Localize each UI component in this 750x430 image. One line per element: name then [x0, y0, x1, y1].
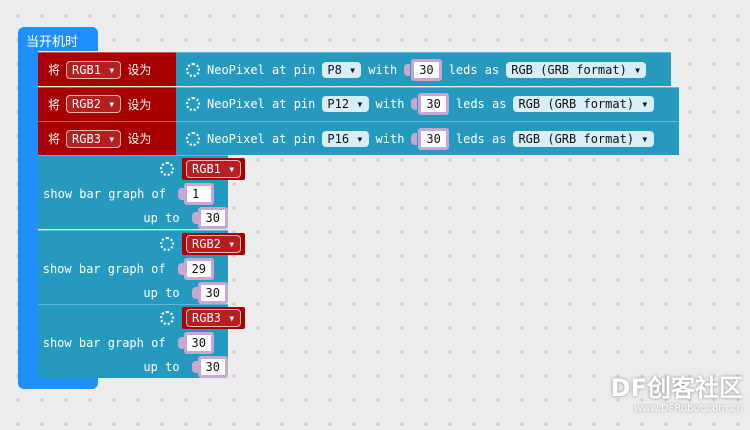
bar-graph-row: show bar graph of 29 [38, 257, 228, 280]
var-dropdown[interactable]: RGB2 ▾ [66, 95, 122, 113]
slot-nub [177, 337, 184, 349]
watermark: DF创客社区 www.DFRobot.com.cn [568, 368, 743, 414]
slot-nub [178, 188, 184, 200]
neopixel-label: NeoPixel at pin [207, 97, 316, 111]
set-block[interactable]: 将 RGB2 ▾ 设为 [38, 86, 176, 121]
bar-graph-row: RGB1 ▾ [160, 158, 246, 180]
format-dropdown[interactable]: RGB (GRB format) ▾ [506, 61, 647, 78]
neopixel-label: NeoPixel at pin [207, 62, 316, 77]
label: up to [143, 211, 180, 225]
format-dropdown[interactable]: RGB (GRB format) ▾ [513, 96, 654, 112]
set-label: 将 [48, 132, 61, 146]
slot-nub [191, 212, 198, 224]
label: show bar graph of [42, 261, 166, 276]
spinner-icon [160, 236, 174, 251]
event-foot [18, 378, 98, 389]
slot-nub [177, 262, 184, 275]
spinner-icon [186, 62, 200, 77]
var-dropdown[interactable]: RGB3 ▾ [186, 309, 242, 327]
leds-as-label: leds as [455, 131, 507, 146]
with-label: with [375, 131, 405, 146]
spinner-icon [186, 131, 200, 146]
watermark-logo: DF创客社区 [610, 374, 743, 402]
label: up to [143, 285, 180, 300]
number-input[interactable]: 30 [197, 207, 228, 229]
with-label: with [375, 97, 405, 111]
leds-as-label: leds as [448, 62, 500, 77]
slot-nub [191, 286, 198, 299]
neopixel-label: NeoPixel at pin [207, 131, 316, 146]
number-input[interactable]: 30 [197, 356, 228, 378]
with-label: with [368, 62, 398, 77]
label: up to [143, 360, 180, 374]
leds-input[interactable]: 30 [418, 93, 449, 115]
var-dropdown[interactable]: RGB2 ▾ [186, 234, 242, 253]
watermark-url: www.DFRobot.com.cn [634, 403, 743, 414]
event-body [18, 50, 38, 380]
pin-dropdown[interactable]: P12 ▾ [322, 96, 369, 112]
event-label: 当开机时 [26, 35, 79, 50]
number-input[interactable]: 30 [197, 281, 228, 304]
spinner-icon [160, 162, 174, 176]
to-label: 设为 [127, 63, 152, 77]
leds-input[interactable]: 30 [411, 58, 442, 81]
var-dropdown[interactable]: RGB1 ▾ [186, 160, 242, 178]
slot-nub [411, 132, 418, 145]
neopixel-block[interactable]: NeoPixel at pin P12 ▾ with 30 leds as RGB (GR… [176, 86, 679, 121]
var-dropdown[interactable]: RGB1 ▾ [66, 60, 122, 79]
number-input[interactable]: 29 [183, 257, 214, 280]
to-label: 设为 [127, 132, 152, 146]
set-block[interactable]: 将 RGB1 ▾ 设为 [38, 52, 176, 86]
leds-input[interactable]: 30 [418, 127, 449, 150]
format-dropdown[interactable]: RGB (GRB format) ▾ [513, 130, 654, 147]
event-hat[interactable]: 当开机时 [18, 27, 98, 51]
var-dropdown[interactable]: RGB3 ▾ [66, 129, 122, 148]
var-block[interactable]: RGB2 ▾ [182, 232, 246, 255]
var-block[interactable]: RGB1 ▾ [182, 158, 246, 180]
set-block[interactable]: 将 RGB3 ▾ 设为 [38, 121, 176, 155]
neopixel-block[interactable]: NeoPixel at pin P16 ▾ with 30 leds as RGB (GR… [176, 121, 679, 155]
var-block[interactable]: RGB3 ▾ [182, 307, 246, 329]
bar-graph-row: RGB3 ▾ [160, 307, 246, 329]
slot-nub [191, 361, 198, 373]
leds-as-label: leds as [455, 97, 507, 111]
neopixel-block[interactable]: NeoPixel at pin P8 ▾ with 30 leds as RGB (GRB… [176, 52, 671, 86]
set-label: 将 [48, 63, 61, 77]
bar-graph-row: show bar graph of 1 [38, 183, 228, 205]
number-input[interactable]: 1 [184, 183, 214, 205]
bar-graph-row: up to 30 [38, 281, 228, 304]
bar-graph-row: up to 30 [38, 356, 228, 378]
slot-nub [404, 63, 411, 76]
bar-graph-row: RGB2 ▾ [160, 232, 246, 255]
spinner-icon [186, 97, 200, 111]
bar-graph-row: show bar graph of 30 [38, 332, 228, 354]
set-label: 将 [48, 97, 61, 112]
number-input[interactable]: 30 [183, 332, 214, 354]
to-label: 设为 [127, 97, 152, 112]
spinner-icon [160, 311, 174, 325]
slot-nub [411, 98, 418, 110]
pin-dropdown[interactable]: P16 ▾ [322, 130, 369, 147]
bar-graph-row: up to 30 [38, 207, 228, 229]
label: show bar graph of [43, 187, 166, 201]
label: show bar graph of [42, 336, 166, 350]
pin-dropdown[interactable]: P8 ▾ [322, 61, 362, 78]
